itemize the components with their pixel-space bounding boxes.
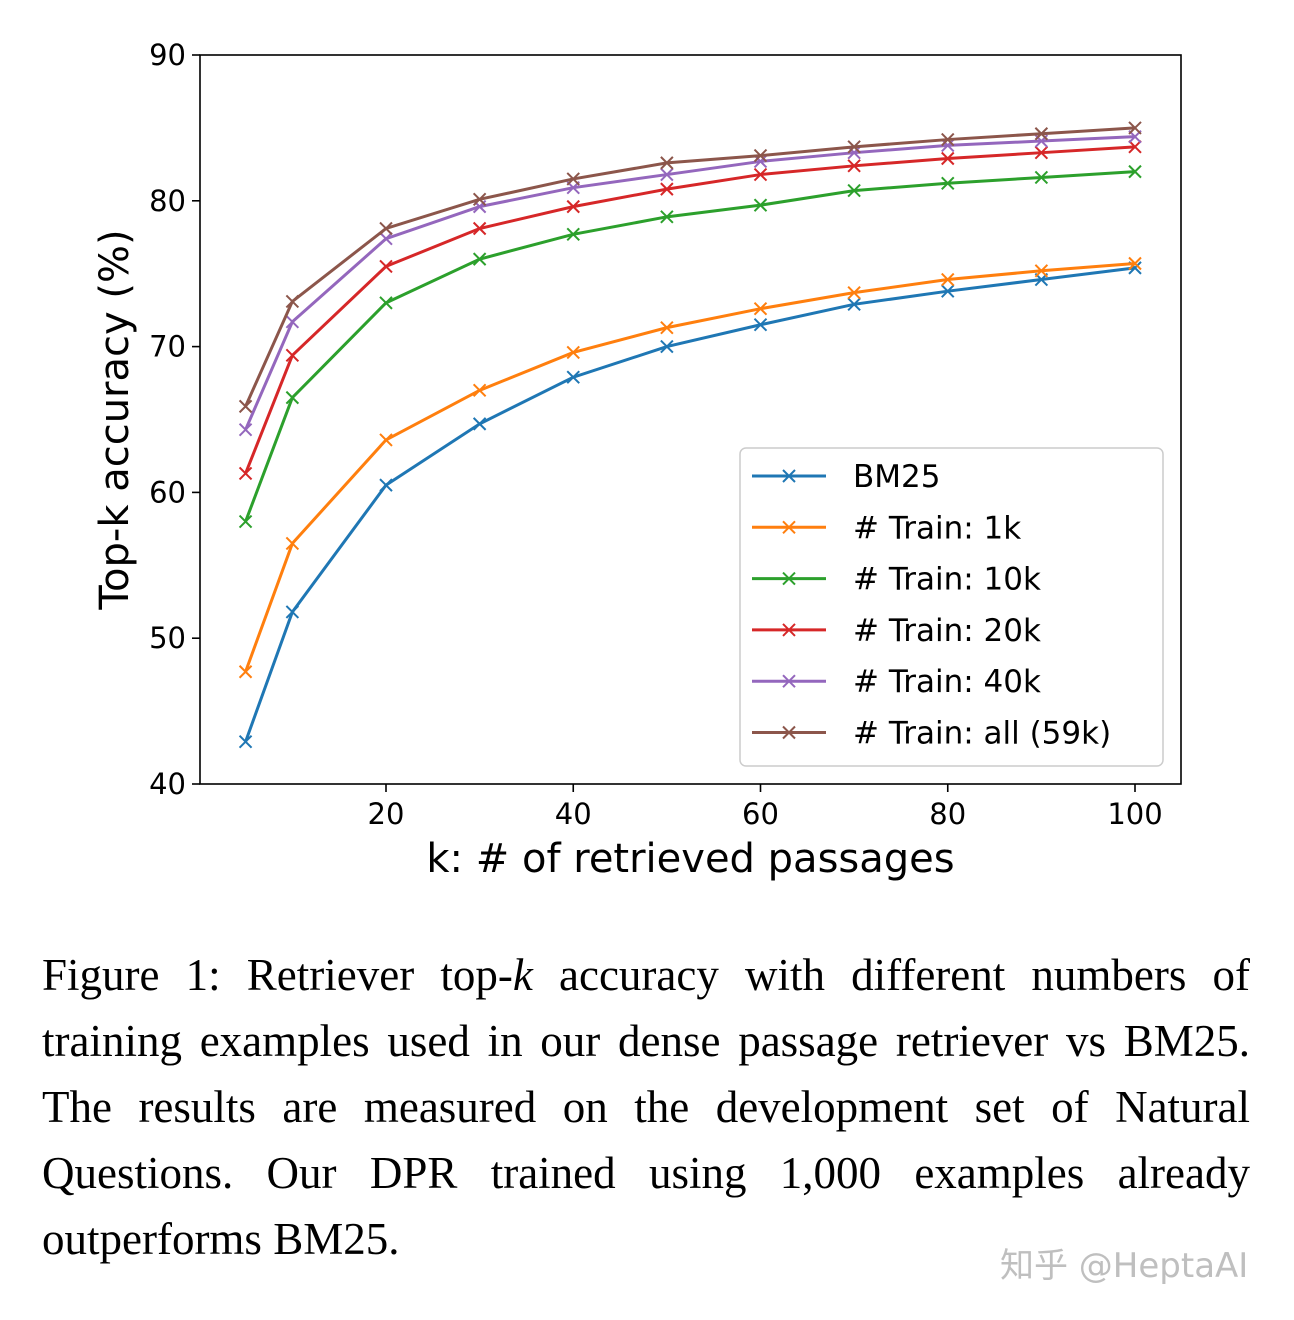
data-point-marker: [379, 232, 393, 246]
legend-marker: [782, 520, 796, 535]
data-point-marker: [753, 198, 768, 212]
y-tick-label: 90: [149, 38, 186, 72]
x-tick-label: 100: [1107, 797, 1162, 831]
legend-label: # Train: 40k: [853, 664, 1041, 700]
x-axis-label: k: # of retrieved passages: [426, 836, 954, 882]
data-point-marker: [238, 422, 253, 437]
data-point-marker: [566, 370, 580, 384]
data-point-marker: [472, 252, 487, 266]
legend-label: # Train: all (59k): [853, 716, 1111, 752]
watermark: 知乎 @HeptaAI: [1000, 1246, 1249, 1286]
data-point-marker: [285, 536, 300, 551]
data-point-marker: [1034, 170, 1049, 185]
data-point-marker: [1128, 121, 1142, 135]
data-point-marker: [566, 345, 580, 360]
data-point-marker: [1034, 127, 1049, 141]
data-point-marker: [285, 294, 300, 309]
data-point-marker: [472, 383, 487, 398]
legend-label: # Train: 1k: [853, 510, 1021, 546]
legend-marker: [782, 623, 796, 637]
data-point-marker: [285, 390, 300, 405]
data-point-marker: [379, 221, 393, 236]
series-line: [244, 126, 1136, 407]
data-point-marker: [472, 417, 487, 431]
data-point-marker: [238, 399, 253, 414]
data-point-marker: [285, 348, 300, 363]
data-point-marker: [1128, 164, 1142, 179]
y-tick-label: 40: [149, 767, 186, 801]
data-point-marker: [566, 199, 580, 214]
data-point-marker: [660, 182, 674, 196]
x-tick-label: 20: [368, 797, 405, 831]
line-chart: 20 40 60 80 100 40 50 60 70 80 90 k: # of retrieved…: [92, 38, 1182, 882]
data-point-marker: [238, 466, 253, 481]
data-point-marker: [847, 297, 861, 312]
data-point-marker: [660, 156, 674, 170]
data-point-marker: [566, 227, 580, 242]
data-point-marker: [941, 132, 955, 147]
data-point-marker: [847, 159, 861, 173]
x-tick-label: 60: [742, 797, 779, 831]
legend-marker: [782, 469, 796, 483]
x-tick-label: 40: [555, 797, 592, 831]
caption-prefix: Figure 1: Retriever top-: [42, 950, 513, 1000]
data-point-marker: [660, 339, 674, 354]
data-point-marker: [753, 154, 768, 169]
data-point-marker: [1128, 140, 1142, 154]
data-point-marker: [753, 318, 768, 332]
y-axis-label: Top-k accuracy (%): [92, 229, 138, 610]
data-point-marker: [847, 183, 861, 198]
data-point-marker: [660, 320, 674, 335]
data-point-marker: [941, 272, 955, 287]
legend-label: BM25: [853, 459, 940, 495]
data-point-marker: [238, 665, 253, 679]
data-point-marker: [238, 514, 253, 529]
figure-caption: Figure 1: Retriever top-k accuracy with …: [42, 942, 1250, 1272]
y-tick-label: 50: [149, 621, 186, 655]
data-point-marker: [1034, 145, 1049, 160]
caption-italic: k: [512, 950, 533, 1000]
plot-frame: [199, 54, 1182, 785]
legend-label: # Train: 20k: [853, 613, 1041, 649]
data-point-marker: [753, 301, 768, 316]
x-tick-label: 80: [929, 797, 966, 831]
data-point-marker: [566, 172, 580, 186]
data-point-marker: [472, 221, 487, 236]
data-point-marker: [285, 605, 300, 619]
y-tick-label: 80: [149, 184, 186, 218]
data-point-marker: [1034, 264, 1049, 278]
data-point-marker: [847, 140, 861, 154]
data-point-marker: [753, 167, 768, 182]
data-point-marker: [941, 284, 955, 298]
y-tick-label: 60: [149, 475, 186, 509]
data-point-marker: [941, 138, 955, 153]
data-point-marker: [379, 478, 393, 492]
legend-label: # Train: 10k: [853, 562, 1041, 598]
data-point-marker: [660, 167, 674, 182]
data-point-marker: [379, 259, 393, 274]
data-point-marker: [472, 192, 487, 207]
data-point-marker: [660, 210, 674, 224]
data-point-marker: [753, 148, 768, 163]
data-point-marker: [238, 735, 253, 749]
data-point-marker: [941, 151, 955, 166]
data-point-marker: [941, 176, 955, 191]
y-tick-label: 70: [149, 330, 186, 364]
legend-marker: [782, 674, 796, 688]
data-point-marker: [1128, 256, 1142, 271]
legend-box: [739, 447, 1164, 767]
data-point-marker: [379, 296, 393, 310]
caption-suffix: accuracy with different numbers of train…: [42, 950, 1251, 1264]
data-point-marker: [285, 315, 300, 329]
data-point-marker: [379, 433, 393, 447]
data-point-marker: [847, 285, 861, 300]
legend-marker: [782, 571, 796, 586]
legend-marker: [782, 725, 796, 740]
